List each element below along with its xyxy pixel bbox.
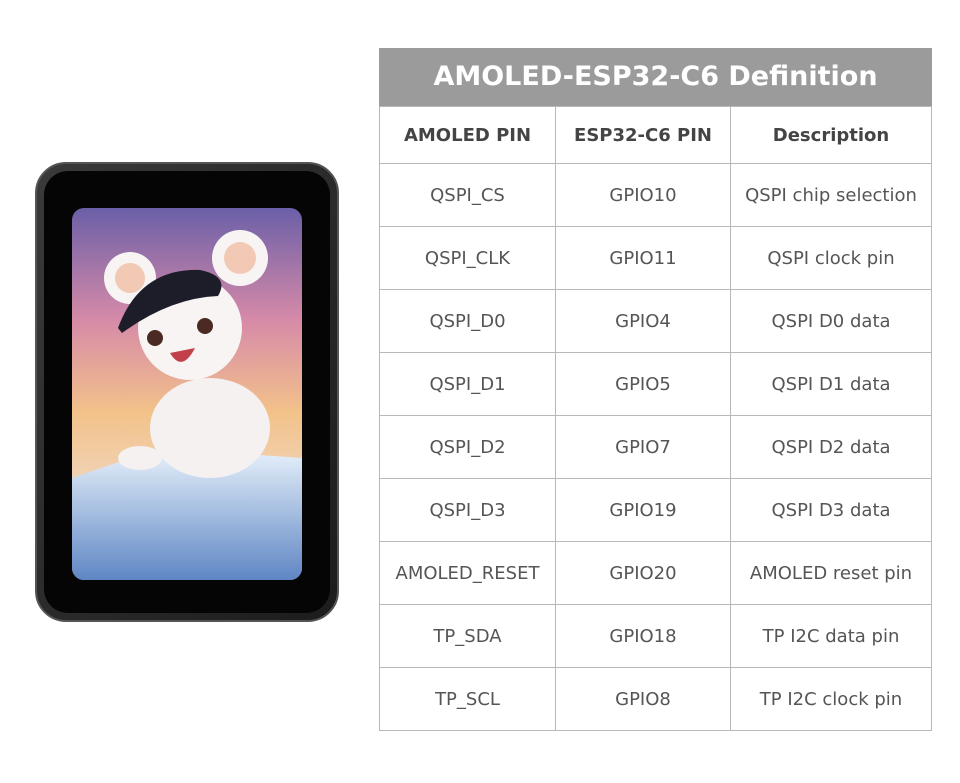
table-cell: QSPI_D2 — [379, 415, 556, 479]
table-cell: QSPI D1 data — [730, 352, 932, 416]
table-row: AMOLED_RESET GPIO20 AMOLED reset pin — [379, 541, 932, 605]
table-cell: AMOLED reset pin — [730, 541, 932, 605]
table-cell: TP I2C clock pin — [730, 667, 932, 731]
table-cell: QSPI_CLK — [379, 226, 556, 290]
table-row: QSPI_D3 GPIO19 QSPI D3 data — [379, 478, 932, 542]
column-header: ESP32-C6 PIN — [555, 106, 731, 164]
table-cell: GPIO18 — [555, 604, 731, 668]
table-cell: TP_SDA — [379, 604, 556, 668]
column-header: AMOLED PIN — [379, 106, 556, 164]
table-cell: GPIO7 — [555, 415, 731, 479]
table-cell: QSPI_D1 — [379, 352, 556, 416]
table-row: TP_SCL GPIO8 TP I2C clock pin — [379, 667, 932, 731]
table-cell: GPIO4 — [555, 289, 731, 353]
table-cell: QSPI_CS — [379, 163, 556, 227]
header-row: AMOLED PIN ESP32-C6 PIN Description — [379, 106, 932, 164]
column-header: Description — [730, 106, 932, 164]
table-body: QSPI_CS GPIO10 QSPI chip selection QSPI_CLK… — [379, 163, 932, 731]
table-row: QSPI_D1 GPIO5 QSPI D1 data — [379, 352, 932, 416]
table-cell: TP I2C data pin — [730, 604, 932, 668]
table-row: QSPI_CS GPIO10 QSPI chip selection — [379, 163, 932, 227]
table-row: TP_SDA GPIO18 TP I2C data pin — [379, 604, 932, 668]
pin-table: AMOLED-ESP32-C6 Definition AMOLED PIN ESP… — [379, 48, 932, 731]
table-row: QSPI_CLK GPIO11 QSPI clock pin — [379, 226, 932, 290]
table-cell: GPIO8 — [555, 667, 731, 731]
device-image — [35, 162, 339, 622]
table-cell: GPIO11 — [555, 226, 731, 290]
table-cell: GPIO20 — [555, 541, 731, 605]
table-cell: AMOLED_RESET — [379, 541, 556, 605]
table-cell: QSPI clock pin — [730, 226, 932, 290]
table-cell: QSPI_D0 — [379, 289, 556, 353]
table-cell: TP_SCL — [379, 667, 556, 731]
table-cell: GPIO10 — [555, 163, 731, 227]
table-cell: GPIO19 — [555, 478, 731, 542]
table-cell: QSPI D3 data — [730, 478, 932, 542]
table-cell: GPIO5 — [555, 352, 731, 416]
table-cell: QSPI_D3 — [379, 478, 556, 542]
table-cell: QSPI D0 data — [730, 289, 932, 353]
table-cell: QSPI D2 data — [730, 415, 932, 479]
table-title: AMOLED-ESP32-C6 Definition — [379, 48, 932, 106]
table-row: QSPI_D2 GPIO7 QSPI D2 data — [379, 415, 932, 479]
table-row: QSPI_D0 GPIO4 QSPI D0 data — [379, 289, 932, 353]
table-cell: QSPI chip selection — [730, 163, 932, 227]
